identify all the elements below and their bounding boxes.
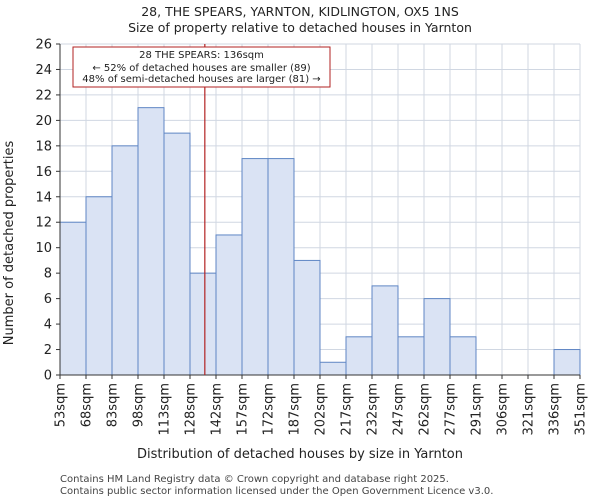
annotation: 28 THE SPEARS: 136sqm ← 52% of detached … (72, 46, 331, 88)
bar (423, 298, 451, 376)
x-tick-label: 113sqm (158, 383, 173, 436)
bar (85, 196, 113, 376)
y-tick-label: 8 (44, 267, 52, 282)
bar (345, 336, 373, 376)
bar (59, 221, 87, 376)
y-tick-label: 6 (44, 292, 52, 307)
bar (397, 336, 425, 376)
y-tick-label: 22 (35, 88, 52, 103)
bar (553, 349, 581, 376)
chart-title-line2: Size of property relative to detached ho… (128, 20, 472, 35)
annotation-line3: 48% of semi-detached houses are larger (… (82, 74, 320, 85)
x-tick-label: 142sqm (210, 383, 225, 436)
y-tick-label: 4 (44, 318, 52, 333)
x-tick-label: 53sqm (54, 383, 69, 427)
x-tick-label: 68sqm (80, 383, 95, 427)
bars (59, 107, 581, 376)
bar (241, 158, 269, 376)
x-axis-label: Distribution of detached houses by size … (137, 447, 463, 462)
y-tick-label: 12 (35, 216, 52, 231)
x-tick-label: 232sqm (366, 383, 381, 436)
x-ticks: 53sqm 68sqm 83sqm 98sqm 113sqm 128sqm 142sqm 15… (54, 375, 589, 436)
bar (371, 285, 399, 376)
bar (293, 259, 321, 376)
y-tick-label: 14 (35, 190, 52, 205)
bar (137, 107, 165, 376)
y-axis-label: Number of detached properties (2, 141, 17, 346)
annotation-box (72, 46, 331, 88)
bar (189, 272, 217, 376)
bar (215, 234, 243, 376)
annotation-line1: 28 THE SPEARS: 136sqm (139, 50, 264, 61)
bar (163, 132, 191, 376)
x-tick-label: 172sqm (262, 383, 277, 436)
y-tick-label: 20 (35, 114, 52, 129)
x-tick-label: 128sqm (184, 383, 199, 436)
x-tick-label: 83sqm (106, 383, 121, 427)
y-tick-label: 26 (35, 38, 52, 53)
x-tick-label: 351sqm (574, 383, 589, 436)
x-tick-label: 187sqm (288, 383, 303, 436)
y-tick-label: 16 (35, 165, 52, 180)
bar (267, 158, 295, 376)
y-tick-label: 10 (35, 241, 52, 256)
y-tick-label: 18 (35, 139, 52, 154)
bar (319, 361, 347, 376)
footer-line1: Contains HM Land Registry data © Crown c… (60, 474, 449, 485)
x-tick-label: 217sqm (340, 383, 355, 436)
x-tick-label: 336sqm (548, 383, 563, 436)
x-tick-label: 157sqm (236, 383, 251, 436)
x-tick-label: 202sqm (314, 383, 329, 436)
y-tick-label: 0 (44, 369, 52, 384)
x-tick-label: 291sqm (470, 383, 485, 436)
x-tick-label: 306sqm (496, 383, 511, 436)
x-tick-label: 321sqm (522, 383, 537, 436)
x-tick-label: 277sqm (444, 383, 459, 436)
x-tick-label: 98sqm (132, 383, 147, 427)
x-tick-label: 262sqm (418, 383, 433, 436)
y-tick-label: 24 (35, 63, 52, 78)
annotation-line2: ← 52% of detached houses are smaller (89… (92, 63, 310, 74)
x-tick-label: 247sqm (392, 383, 407, 436)
bar (449, 336, 477, 376)
y-tick-label: 2 (44, 343, 52, 358)
chart-title-line1: 28, THE SPEARS, YARNTON, KIDLINGTON, OX5… (141, 4, 459, 19)
footer-line2: Contains public sector information licen… (60, 486, 493, 497)
bar (111, 145, 139, 376)
